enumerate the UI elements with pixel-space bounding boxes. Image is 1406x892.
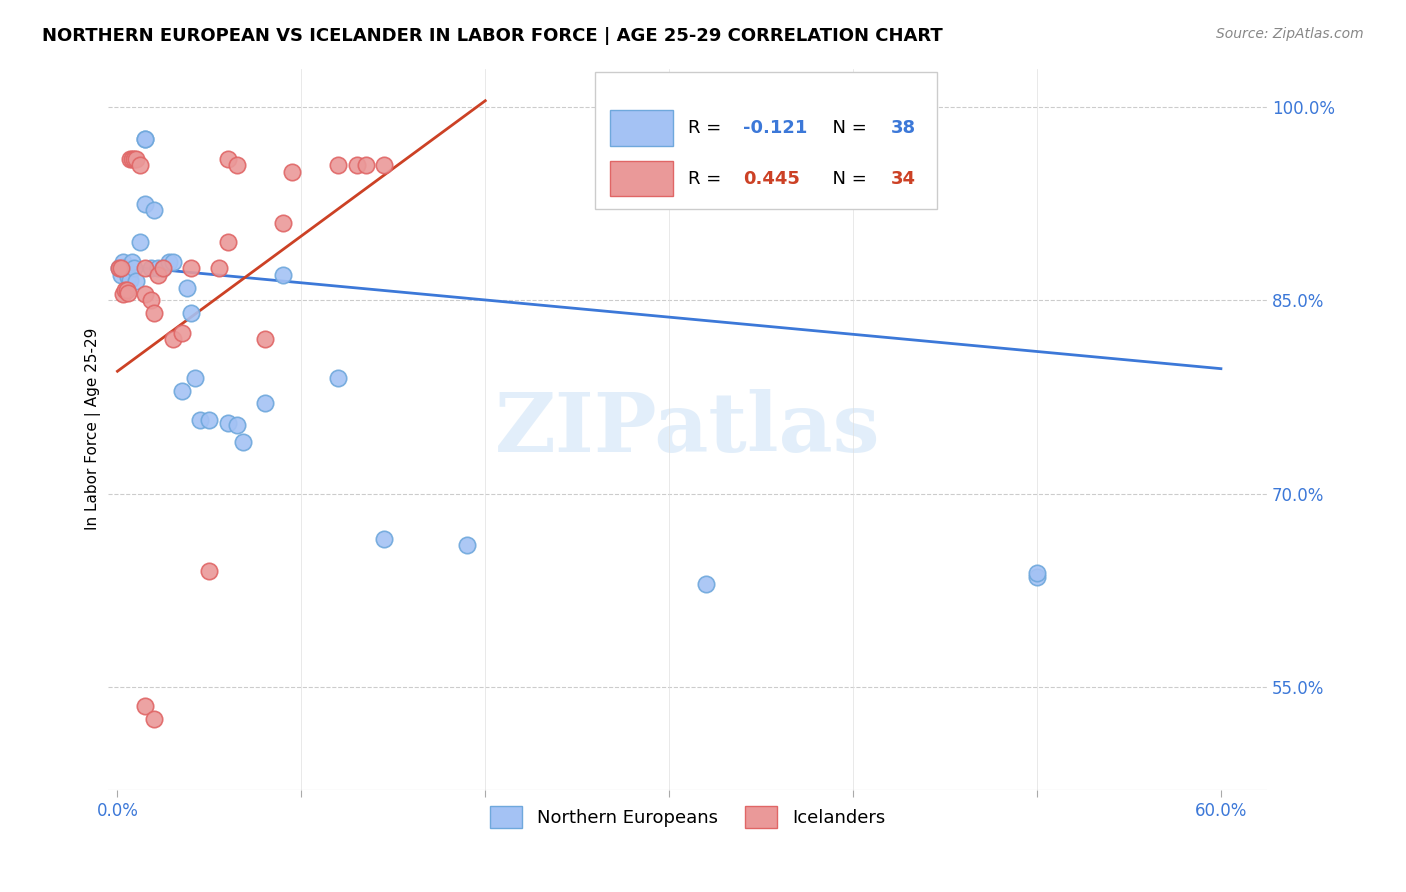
Point (143, 203, 166, 218)
Point (134, 196, 156, 211)
Text: N =: N = (821, 120, 872, 137)
Point (108, 261, 131, 276)
Point (226, 158, 249, 172)
Point (152, 261, 174, 276)
Point (271, 216, 294, 230)
Point (217, 235, 239, 250)
Point (117, 270, 139, 285)
Point (143, 712, 166, 726)
Text: 34: 34 (890, 169, 915, 188)
Point (253, 332, 276, 346)
Text: R =: R = (688, 169, 727, 188)
Point (110, 268, 132, 282)
Point (162, 254, 184, 268)
Point (111, 254, 134, 268)
Point (1026, 570, 1049, 584)
Point (162, 332, 184, 346)
Point (122, 261, 145, 276)
Point (128, 158, 150, 172)
Point (120, 152, 142, 166)
Point (114, 261, 136, 276)
Point (152, 261, 174, 276)
Point (217, 416, 239, 430)
Point (373, 532, 395, 546)
Point (170, 326, 193, 340)
Point (139, 261, 162, 276)
Point (134, 287, 156, 301)
Point (198, 413, 221, 427)
Point (128, 235, 150, 250)
Point (253, 396, 276, 410)
Point (125, 274, 148, 288)
Point (176, 280, 198, 294)
Point (157, 254, 180, 268)
Point (110, 261, 132, 276)
Point (346, 158, 368, 172)
Text: -0.121: -0.121 (744, 120, 807, 137)
Text: ZIPatlas: ZIPatlas (495, 389, 880, 469)
Point (125, 152, 148, 166)
Point (143, 306, 166, 320)
Point (134, 699, 156, 714)
Point (120, 273, 142, 287)
Point (373, 158, 395, 172)
Y-axis label: In Labor Force | Age 25-29: In Labor Force | Age 25-29 (86, 328, 101, 531)
Legend: Northern Europeans, Icelanders: Northern Europeans, Icelanders (482, 798, 893, 835)
Point (170, 384, 193, 398)
Point (271, 268, 294, 282)
Point (326, 158, 349, 172)
Point (121, 152, 143, 166)
Text: R =: R = (688, 120, 727, 137)
Point (134, 132, 156, 146)
Point (456, 538, 478, 552)
Point (115, 264, 138, 278)
Point (198, 564, 221, 578)
Text: NORTHERN EUROPEAN VS ICELANDER IN LABOR FORCE | AGE 25-29 CORRELATION CHART: NORTHERN EUROPEAN VS ICELANDER IN LABOR … (42, 27, 943, 45)
Point (108, 261, 131, 276)
Text: Source: ZipAtlas.com: Source: ZipAtlas.com (1216, 27, 1364, 41)
Point (354, 158, 377, 172)
Point (111, 287, 134, 301)
Point (139, 293, 162, 308)
Text: N =: N = (821, 169, 872, 188)
Point (217, 152, 239, 166)
Point (1026, 566, 1049, 581)
Point (114, 283, 136, 297)
Point (146, 261, 169, 276)
Point (231, 435, 253, 450)
Point (207, 261, 229, 276)
Point (188, 413, 211, 427)
Point (111, 260, 134, 274)
Point (134, 261, 156, 276)
Point (281, 164, 304, 178)
Point (695, 576, 717, 591)
Point (180, 261, 202, 276)
Point (121, 254, 143, 268)
Point (115, 283, 138, 297)
Point (326, 370, 349, 384)
Point (226, 418, 249, 433)
Text: 38: 38 (890, 120, 915, 137)
Text: 0.445: 0.445 (744, 169, 800, 188)
FancyBboxPatch shape (610, 161, 672, 196)
Point (180, 306, 202, 320)
Point (117, 285, 139, 300)
Point (122, 152, 145, 166)
Point (183, 370, 205, 384)
FancyBboxPatch shape (610, 111, 672, 145)
Point (146, 268, 169, 282)
FancyBboxPatch shape (595, 72, 936, 210)
Point (134, 132, 156, 146)
